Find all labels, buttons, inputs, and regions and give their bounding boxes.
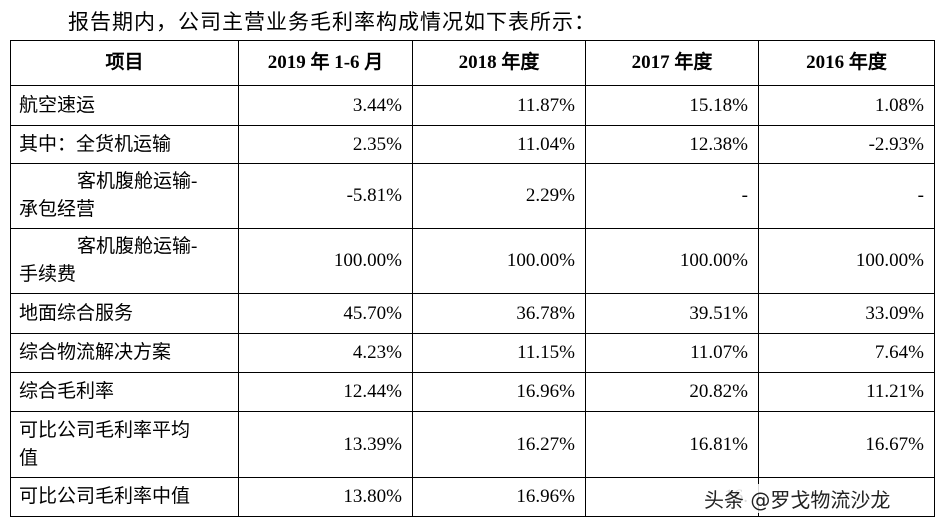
table-row: 可比公司毛利率平均值 13.39% 16.27% 16.81% 16.67%: [10, 411, 935, 478]
value-cell: 16.27%: [412, 411, 586, 478]
label-line: 地面综合服务: [19, 302, 134, 324]
value-cell: 13.39%: [238, 411, 413, 478]
header-cell: 2017 年度: [585, 40, 759, 86]
value-cell: 20.82%: [585, 372, 759, 412]
value-cell: -: [758, 163, 935, 229]
value-cell: 11.07%: [585, 333, 759, 373]
value-cell: 39.51%: [585, 293, 759, 334]
table-row: 其中：全货机运输 2.35% 11.04% 12.38% -2.93%: [10, 125, 935, 164]
value-cell: 11.15%: [412, 333, 586, 373]
value-cell: 7.64%: [758, 333, 935, 373]
label-line: 可比公司毛利率中值: [19, 486, 191, 507]
label-line: 综合毛利率: [19, 381, 115, 402]
value-cell: 1.08%: [758, 85, 935, 126]
value-cell: 15.18%: [585, 85, 759, 126]
value-cell: 33.09%: [758, 293, 935, 334]
value-cell: 11.21%: [758, 372, 935, 412]
row-label: 客机腹舱运输- 承包经营: [10, 163, 239, 229]
table-row: 航空速运 3.44% 11.87% 15.18% 1.08%: [10, 85, 935, 126]
value-cell: 16.96%: [412, 477, 586, 517]
label-line: 承包经营: [19, 199, 96, 220]
label-line: 其中：全货机运输: [19, 133, 172, 155]
value-cell: 100.00%: [238, 228, 413, 294]
header-cell: 2019 年 1-6 月: [238, 40, 413, 86]
label-line: 航空速运: [19, 94, 96, 116]
label-line: 手续费: [19, 264, 77, 285]
intro-text: 报告期内，公司主营业务毛利率构成情况如下表所示：: [68, 10, 596, 34]
row-label: 可比公司毛利率平均值: [10, 411, 239, 478]
label-line: 客机腹舱运输-: [77, 171, 198, 192]
value-cell: 13.80%: [238, 477, 413, 517]
row-label: 综合毛利率: [10, 372, 239, 412]
label-line: 可比公司毛利率平均: [19, 419, 191, 441]
value-cell: 11.04%: [412, 125, 586, 164]
row-label: 航空速运: [10, 85, 239, 126]
value-cell: 3.44%: [238, 85, 413, 126]
value-cell: 11.87%: [412, 85, 586, 126]
table-row: 综合物流解决方案 4.23% 11.15% 11.07% 7.64%: [10, 333, 935, 373]
label-line: 综合物流解决方案: [19, 342, 172, 363]
watermark: 头条 @罗戈物流沙龙: [700, 484, 895, 513]
table-row: 客机腹舱运输- 承包经营 -5.81% 2.29% - -: [10, 163, 935, 229]
header-cell: 项目: [10, 40, 239, 86]
value-cell: 16.67%: [758, 411, 935, 478]
header-cell: 2018 年度: [412, 40, 586, 86]
row-label: 综合物流解决方案: [10, 333, 239, 373]
label-line: 值: [19, 447, 39, 469]
value-cell: 4.23%: [238, 333, 413, 373]
value-cell: 100.00%: [412, 228, 586, 294]
row-label: 地面综合服务: [10, 293, 239, 334]
value-cell: 100.00%: [585, 228, 759, 294]
table-row: 综合毛利率 12.44% 16.96% 20.82% 11.21%: [10, 372, 935, 412]
value-cell: -2.93%: [758, 125, 935, 164]
row-label: 客机腹舱运输- 手续费: [10, 228, 239, 294]
value-cell: -5.81%: [238, 163, 413, 229]
row-label: 其中：全货机运输: [10, 125, 239, 164]
table-body: 航空速运 3.44% 11.87% 15.18% 1.08% 其中：全货机运输 2.35% 1…: [10, 85, 935, 517]
row-label: 可比公司毛利率中值: [10, 477, 239, 517]
label-line: 客机腹舱运输-: [77, 236, 198, 257]
margin-table: 项目 2019 年 1-6 月 2018 年度 2017 年度 2016 年度 航空速运…: [10, 40, 935, 517]
value-cell: -: [585, 163, 759, 229]
value-cell: 12.44%: [238, 372, 413, 412]
table-row: 地面综合服务 45.70% 36.78% 39.51% 33.09%: [10, 293, 935, 334]
value-cell: 2.35%: [238, 125, 413, 164]
value-cell: 16.81%: [585, 411, 759, 478]
header-cell: 2016 年度: [758, 40, 935, 86]
value-cell: 12.38%: [585, 125, 759, 164]
value-cell: 100.00%: [758, 228, 935, 294]
value-cell: 36.78%: [412, 293, 586, 334]
value-cell: 16.96%: [412, 372, 586, 412]
table-row: 客机腹舱运输- 手续费 100.00% 100.00% 100.00% 100.00%: [10, 228, 935, 294]
header-row: 项目 2019 年 1-6 月 2018 年度 2017 年度 2016 年度: [10, 40, 935, 86]
value-cell: 45.70%: [238, 293, 413, 334]
value-cell: 2.29%: [412, 163, 586, 229]
